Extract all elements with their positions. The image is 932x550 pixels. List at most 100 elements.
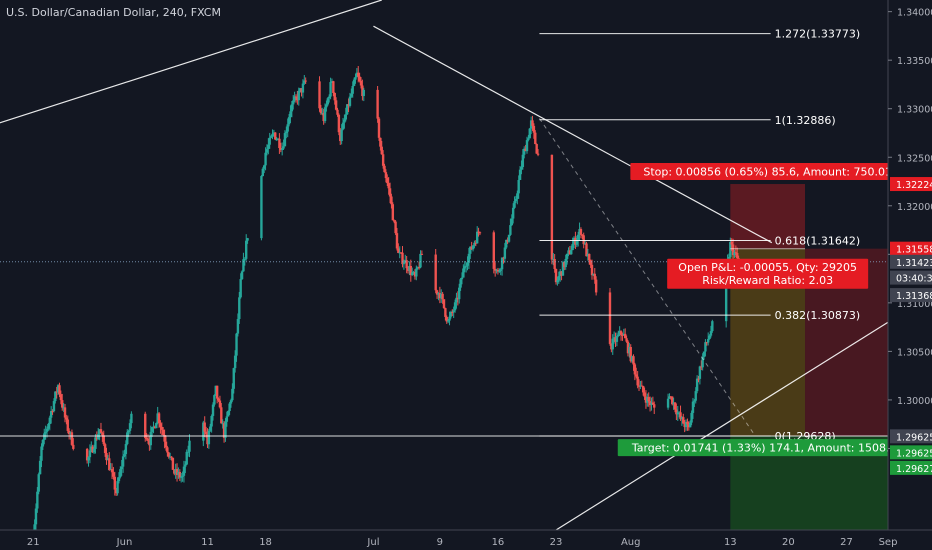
candle-body [552,259,555,261]
candle [236,313,240,337]
candle-body [495,269,498,271]
candle-body [646,397,649,403]
candle [513,196,516,209]
candle-body [213,395,216,405]
candle-body [397,248,400,253]
candle [585,241,588,257]
candle-body [157,413,161,424]
candle-body [146,438,150,441]
candle [179,472,183,483]
candle [232,367,235,394]
candle-body [675,409,678,415]
candle [677,411,681,418]
candle [276,137,280,140]
candle-body [116,481,119,494]
target-label: Target: 0.01741 (1.33%) 174.1, Amount: 1… [617,439,918,457]
candle [130,411,133,429]
candle-body [148,440,151,446]
candle-body [623,333,627,339]
candle-body [639,385,642,387]
candle [41,439,45,450]
candle-body [381,154,385,166]
candle-body [36,491,39,509]
candle-body [275,139,278,141]
open-pnl-text: Open P&L: -0.00055, Qty: 29205 [678,261,857,274]
price-axis[interactable]: 1.34000 1.33500 1.33000 1.32500 1.32000 1.315… [887,0,932,550]
candle-body [690,412,693,423]
candle-body [354,77,357,80]
candle [520,160,523,175]
candle [269,135,273,139]
candle-body [706,339,710,343]
candle-body [210,415,213,427]
candle-body [159,423,162,427]
candle-body [628,347,631,354]
candle [463,261,466,273]
candle [345,103,349,116]
candle [466,256,469,271]
candle [455,292,458,309]
candle-body [333,92,336,101]
candle [386,174,389,187]
candle [614,332,617,347]
candle-body [239,279,242,298]
candle-body [152,426,155,428]
candle [278,133,281,154]
candle-body [351,85,354,94]
candle [401,246,404,268]
candle [38,456,42,475]
candle-body [340,129,343,142]
candle-body [458,287,461,300]
candle [581,233,584,240]
candle-body [621,334,624,336]
candle [300,88,303,97]
candle-body [332,81,335,93]
candle [612,331,616,344]
price-tick-label: 1.32500 [897,153,932,164]
candle-body [170,456,173,458]
candle-body [218,400,222,408]
candle [567,247,570,257]
candle-body [574,237,577,245]
candle [108,452,111,471]
candle-body [451,311,454,313]
candle [704,339,707,357]
candle-body [204,431,208,435]
candle-body [619,331,623,335]
candle-body [516,193,519,199]
candle [319,104,323,115]
candle [334,97,338,111]
candle-body [419,253,422,268]
candle [274,132,277,140]
candle-body [704,342,707,352]
candle-body [724,269,728,322]
candle-body [114,489,118,494]
candle [222,421,226,443]
candle-body [679,412,682,420]
candle-body [576,234,580,240]
candle-body [343,119,346,123]
candle [167,451,170,459]
candle-body [34,508,38,525]
candle-body [702,351,706,357]
candle-body [505,239,508,248]
candle-body [186,451,190,453]
candle-body [303,80,306,84]
candle [394,220,397,235]
candle [323,103,327,124]
candle [362,87,365,102]
candle-body [185,451,188,465]
candle-body [499,269,502,271]
time-axis[interactable]: 21 Jun 11 18 Jul 9 16 23 Aug 13 20 27 Sep [0,529,932,550]
candle [499,267,502,276]
candle-body [473,242,476,246]
candle-body [445,316,448,322]
candle-body [274,132,277,140]
candle-body [395,233,399,249]
candle-body [202,422,205,441]
candle [675,403,678,421]
candle-body [469,246,472,254]
candle [478,231,482,236]
candle-body [123,454,126,457]
